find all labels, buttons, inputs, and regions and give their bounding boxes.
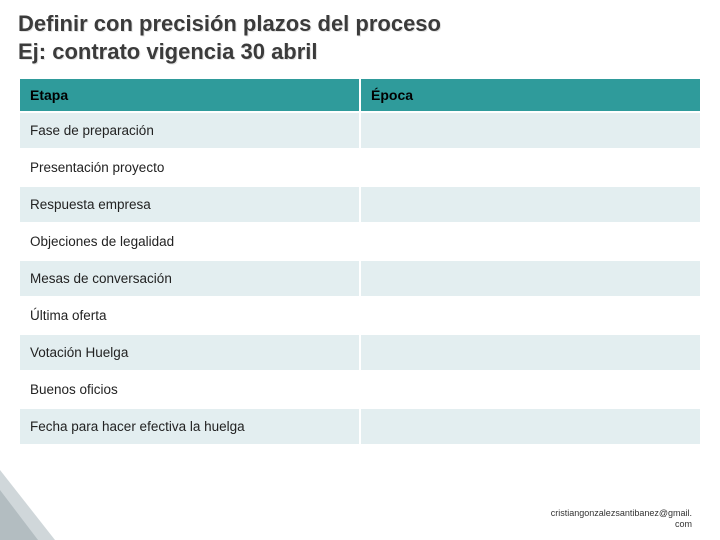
deadlines-table: Etapa Época Fase de preparación Presenta… [18,77,702,446]
table-row: Presentación proyecto [19,149,701,186]
table-row: Respuesta empresa [19,186,701,223]
table-row: Última oferta [19,297,701,334]
cell-epoca [360,260,701,297]
cell-epoca [360,334,701,371]
cell-etapa: Última oferta [19,297,360,334]
table-row: Buenos oficios [19,371,701,408]
cell-epoca [360,112,701,149]
table-row: Fecha para hacer efectiva la huelga [19,408,701,445]
cell-epoca [360,371,701,408]
cell-etapa: Objeciones de legalidad [19,223,360,260]
footer-line2: com [675,519,692,529]
table-row: Fase de preparación [19,112,701,149]
cell-etapa: Respuesta empresa [19,186,360,223]
cell-epoca [360,297,701,334]
table-row: Objeciones de legalidad [19,223,701,260]
cell-epoca [360,408,701,445]
slide-title: Definir con precisión plazos del proceso… [0,0,720,71]
decorative-corner-icon [0,490,38,540]
footer-line1: cristiangonzalezsantibanez@gmail. [551,508,692,518]
cell-etapa: Buenos oficios [19,371,360,408]
title-line1: Definir con precisión plazos del proceso [18,11,441,36]
cell-etapa: Mesas de conversación [19,260,360,297]
cell-epoca [360,149,701,186]
cell-epoca [360,186,701,223]
title-line2: Ej: contrato vigencia 30 abril [18,39,318,64]
table-header-epoca: Época [360,78,701,112]
cell-etapa: Presentación proyecto [19,149,360,186]
cell-etapa: Fecha para hacer efectiva la huelga [19,408,360,445]
table-row: Votación Huelga [19,334,701,371]
table-row: Mesas de conversación [19,260,701,297]
cell-etapa: Fase de preparación [19,112,360,149]
footer-email: cristiangonzalezsantibanez@gmail. com [551,508,692,530]
table-header-etapa: Etapa [19,78,360,112]
cell-etapa: Votación Huelga [19,334,360,371]
cell-epoca [360,223,701,260]
